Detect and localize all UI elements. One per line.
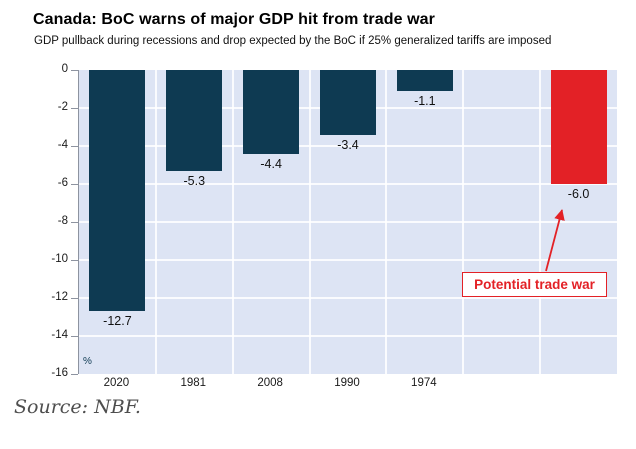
annotation-arrow-icon [545,209,565,272]
y-tick-label: -10 [51,253,68,265]
bar-value-label: -6.0 [567,187,590,201]
bar-1981 [166,70,223,171]
gridline-horizontal [79,297,617,299]
x-tick-label-2020: 2020 [103,377,130,389]
y-tick-label: -2 [57,101,68,113]
bar-value-label: -12.7 [103,314,132,329]
y-tick-label: 0 [61,63,68,75]
bar-2008 [243,70,300,154]
bar-value-label: -4.4 [260,156,282,171]
annotation-label: Potential trade war [474,277,595,292]
y-tick-label: -4 [57,139,68,151]
gridline-horizontal [79,221,617,223]
y-axis-unit-label: % [83,356,92,367]
source-note: Source: NBF. [14,396,141,418]
x-tick-label-2008: 2008 [257,377,283,389]
gridline-vertical [231,70,234,374]
y-tick-mark [71,260,78,261]
y-tick-label: -8 [57,215,68,227]
chart-title: Canada: BoC warns of major GDP hit from … [33,11,436,28]
bar-1990 [320,70,376,135]
y-tick-mark [71,108,78,109]
bar-value-label: -1.1 [414,93,436,108]
bar-value-label: -5.3 [183,173,206,188]
x-tick-label-1981: 1981 [180,377,207,389]
bar-potential-trade-war [550,70,607,184]
bar-value-label: -3.4 [337,137,359,152]
y-tick-mark [71,184,78,185]
gridline-vertical [308,70,311,374]
bar-2020 [89,70,146,312]
y-tick-mark [71,222,78,223]
gridline-horizontal [79,335,617,337]
y-tick-mark [71,336,78,337]
plot-area: -12.7 -5.3 -4.4 -3.4 -1.1 -6.0 [78,70,617,374]
y-tick-mark [71,70,78,71]
y-tick-mark [71,146,78,147]
gridline-horizontal [79,259,617,261]
gridline-horizontal [79,145,617,147]
gridline-vertical [462,70,465,374]
y-tick-label: -6 [57,177,68,189]
y-tick-label: -12 [51,291,68,303]
y-tick-mark [71,298,78,299]
annotation-potential-trade-war: Potential trade war [462,272,607,297]
gridline-horizontal [79,183,617,185]
gridline-vertical [154,70,157,374]
x-tick-label-1990: 1990 [334,377,360,389]
y-tick-label: -14 [51,329,68,341]
y-tick-mark [71,374,78,375]
bar-1974 [396,70,453,91]
gridline-vertical [539,70,542,374]
y-tick-label: -16 [51,367,68,379]
chart-subtitle: GDP pullback during recessions and drop … [34,35,552,47]
x-tick-label-1974: 1974 [411,377,437,389]
gridline-vertical [385,70,388,374]
